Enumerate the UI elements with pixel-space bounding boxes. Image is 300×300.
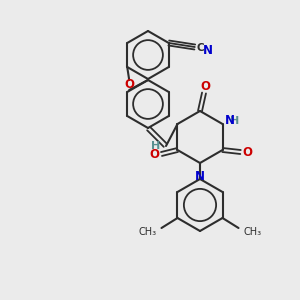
Text: O: O: [124, 79, 134, 92]
Text: CH₃: CH₃: [138, 227, 157, 237]
Text: N: N: [195, 170, 205, 183]
Text: H: H: [230, 116, 239, 126]
Text: O: O: [242, 146, 253, 160]
Text: CH₃: CH₃: [244, 227, 262, 237]
Text: N: N: [203, 44, 213, 58]
Text: O: O: [149, 148, 160, 161]
Text: C: C: [197, 43, 204, 53]
Text: O: O: [200, 80, 210, 92]
Text: N: N: [224, 115, 235, 128]
Text: H: H: [152, 141, 160, 151]
